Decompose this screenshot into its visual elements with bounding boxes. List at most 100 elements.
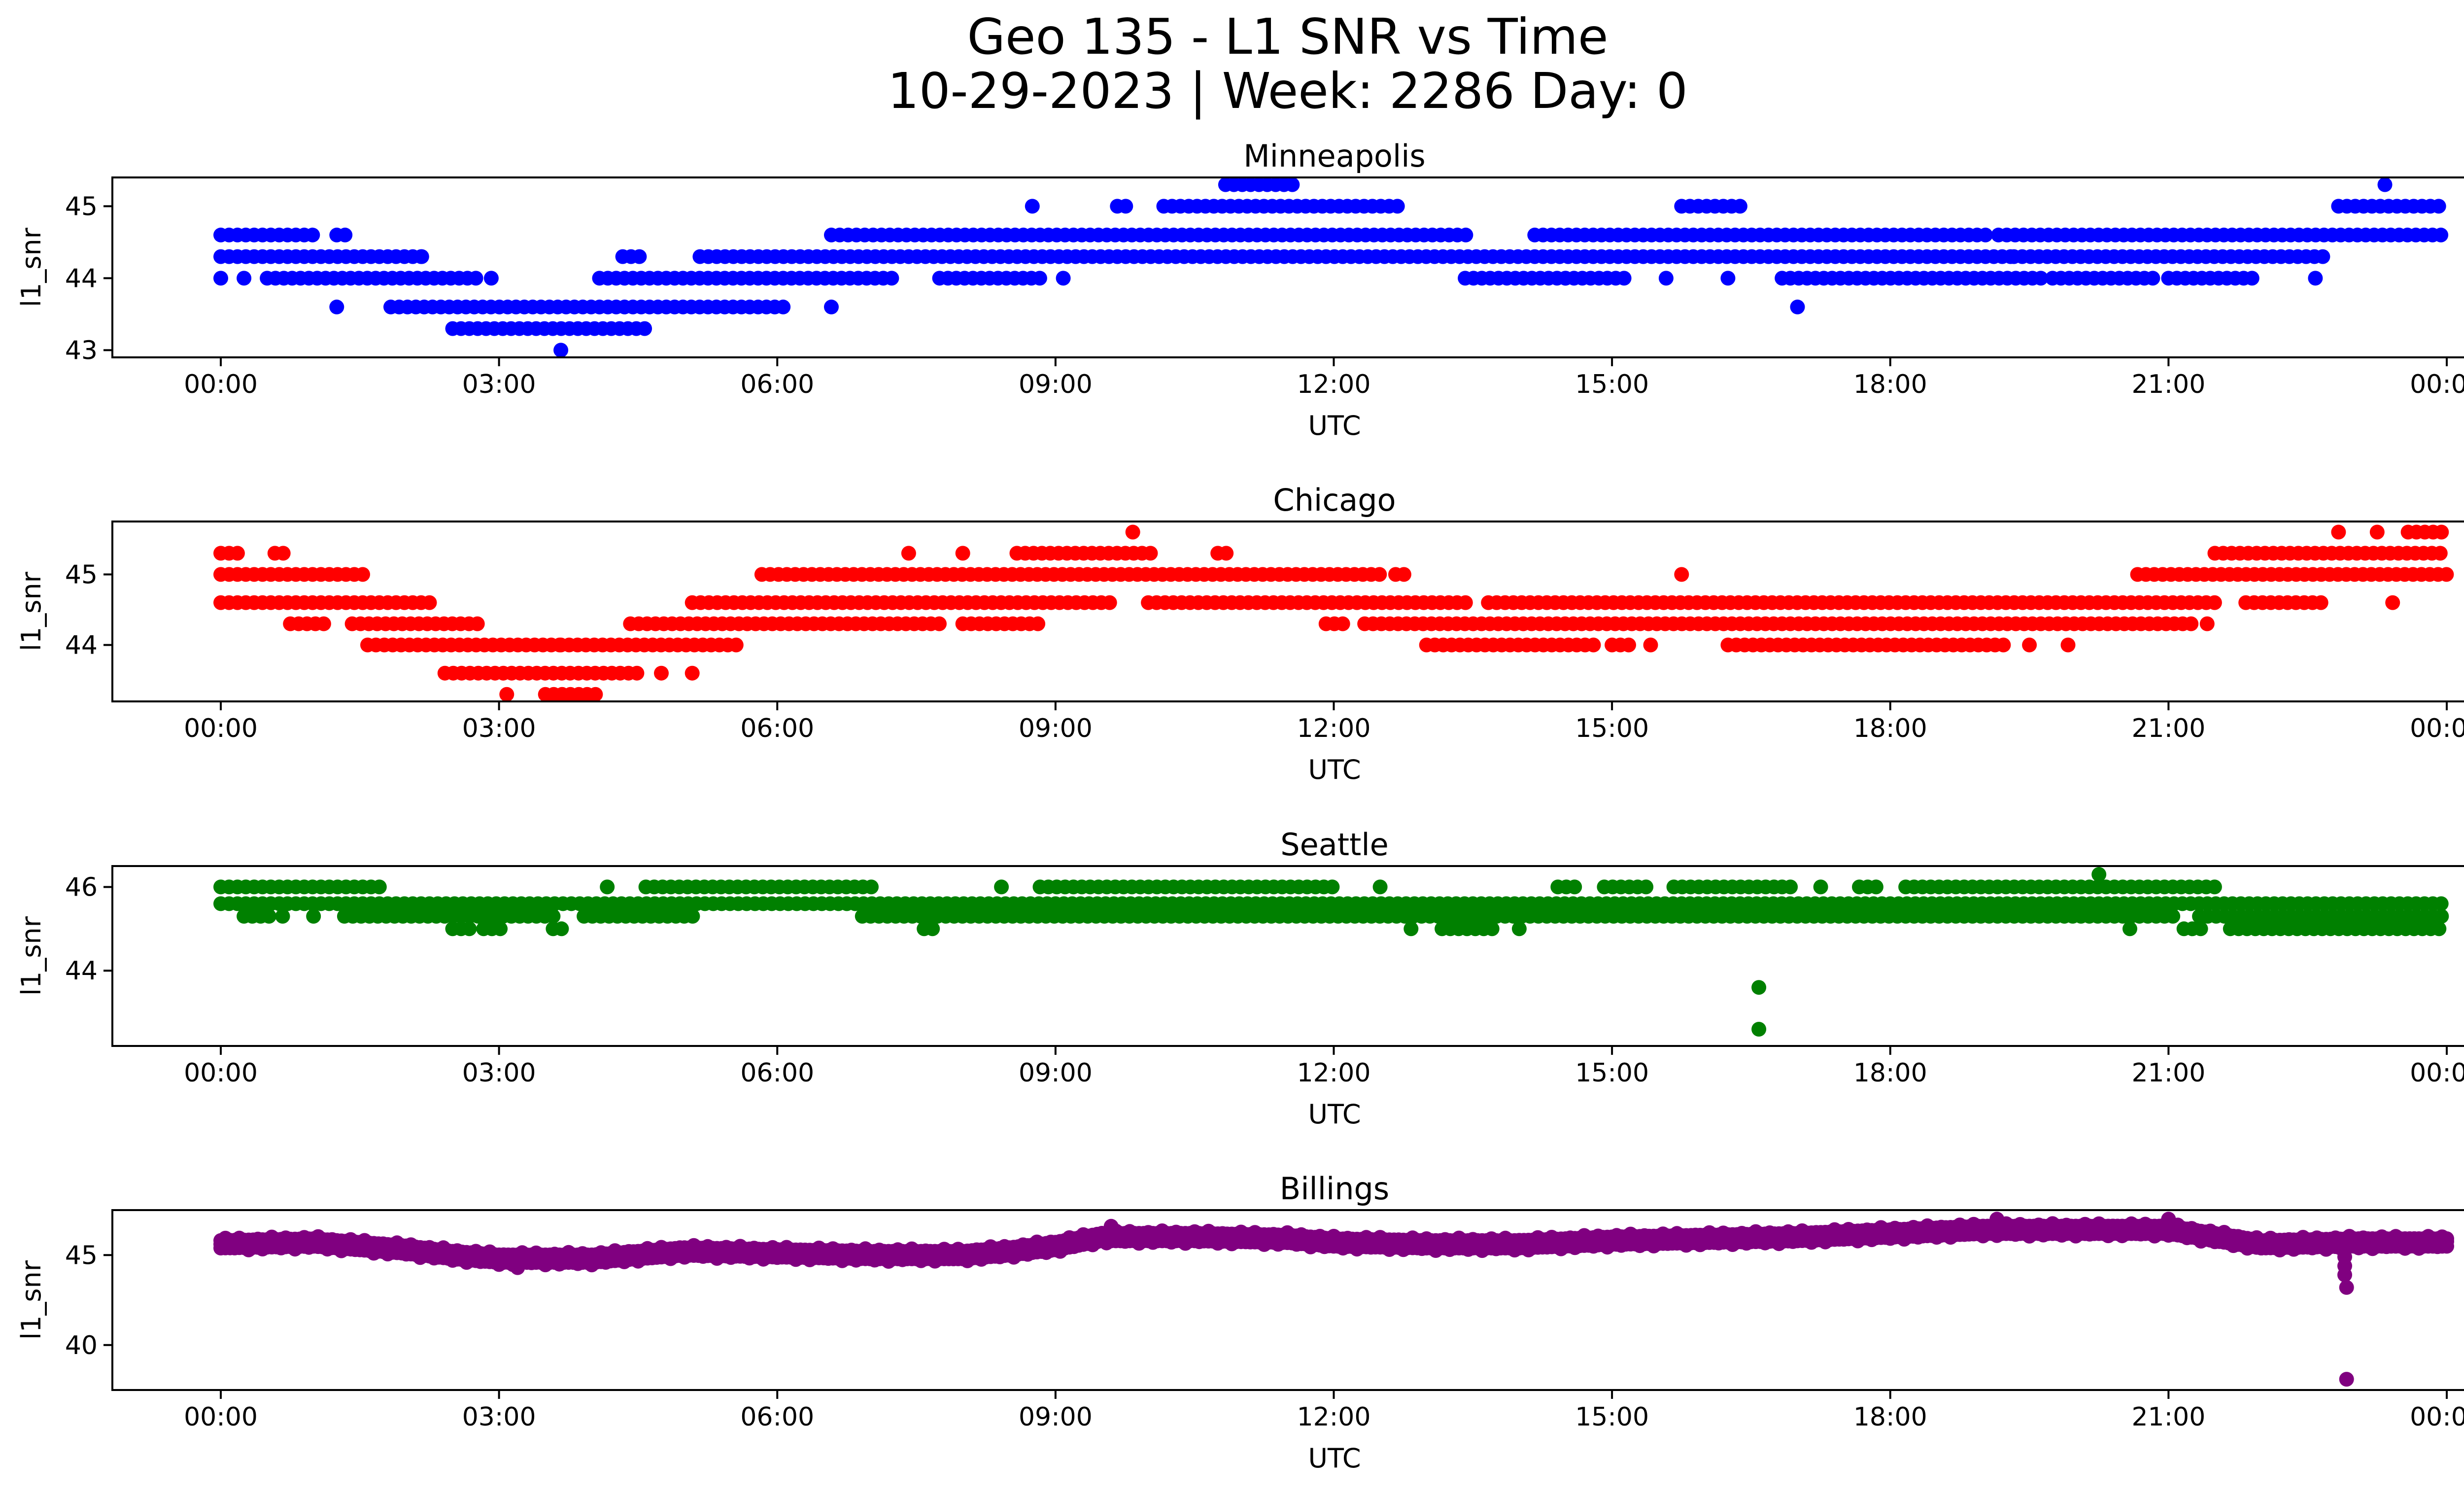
data-point [2165, 908, 2181, 924]
x-tick-label: 00:00 [2410, 1058, 2464, 1088]
x-tick-label: 00:00 [184, 370, 258, 399]
y-axis-label: l1_snr [16, 227, 47, 307]
x-tick-label: 06:00 [740, 1402, 814, 1432]
data-point [629, 665, 645, 681]
x-tick-label: 06:00 [740, 1058, 814, 1088]
data-point [2331, 524, 2346, 540]
data-point [1403, 921, 1419, 937]
data-point [355, 567, 370, 582]
subplot-seattle: Seattle UTC l1_snr 00:00 03:00 06:00 09:00 12:0… [16, 827, 2464, 1130]
data-point [499, 687, 514, 701]
data-point [2431, 921, 2447, 937]
x-tick-label: 12:00 [1297, 370, 1371, 399]
data-point [2433, 896, 2449, 911]
data-point [2145, 271, 2160, 286]
data-point [1996, 637, 2011, 653]
data-point [864, 879, 879, 895]
data-point [932, 616, 947, 631]
data-point [632, 249, 647, 264]
data-point [237, 271, 252, 286]
data-point [2433, 227, 2449, 243]
data-point [1484, 921, 1500, 937]
subplot-title: Minneapolis [1243, 138, 1426, 174]
y-tick-label: 40 [65, 1331, 98, 1360]
data-point [1103, 1218, 1119, 1234]
data-point [1458, 595, 1473, 610]
data-point [2337, 1267, 2352, 1283]
data-point [275, 546, 291, 561]
data-point [1285, 177, 1300, 192]
data-point [2439, 567, 2454, 582]
data-point [2060, 637, 2076, 653]
data-point [1025, 199, 1040, 214]
data-point [316, 616, 331, 631]
x-tick-label: 09:00 [1019, 1058, 1093, 1088]
data-point [1639, 879, 1654, 895]
data-point [994, 879, 1009, 895]
x-tick-label: 18:00 [1853, 1058, 1927, 1088]
data-point [553, 343, 569, 357]
data-point [1511, 921, 1527, 937]
y-axis-label: l1_snr [16, 916, 47, 996]
x-axis-label: UTC [1308, 410, 1361, 441]
data-point [824, 299, 839, 314]
y-tick-label: 44 [65, 630, 98, 660]
x-tick-label: 06:00 [740, 714, 814, 743]
x-axis-label: UTC [1308, 1443, 1361, 1474]
data-point [600, 879, 615, 895]
data-point [470, 616, 485, 631]
data-point [728, 637, 744, 653]
data-point [1335, 616, 1350, 631]
data-point [510, 1260, 525, 1275]
data-point [554, 921, 569, 937]
data-point [1989, 1212, 2005, 1227]
x-tick-label: 03:00 [462, 1058, 536, 1088]
x-tick-label: 00:00 [184, 1058, 258, 1088]
data-point [2161, 1212, 2176, 1227]
data-point [261, 908, 276, 924]
data-point [1783, 879, 1798, 895]
data-point [684, 665, 700, 681]
x-tick-label: 15:00 [1575, 1402, 1649, 1432]
x-tick-label: 12:00 [1297, 1402, 1371, 1432]
data-point [2431, 199, 2446, 214]
data-point [414, 249, 429, 264]
x-tick-label: 00:00 [184, 714, 258, 743]
data-point [776, 299, 791, 314]
data-point [2434, 908, 2449, 924]
data-point [2313, 595, 2328, 610]
x-tick-label: 18:00 [1853, 714, 1927, 743]
data-point [1325, 879, 1340, 895]
data-point [1616, 271, 1632, 286]
data-point [955, 546, 970, 561]
y-tick-label: 45 [65, 192, 98, 221]
x-tick-label: 09:00 [1019, 1402, 1093, 1432]
subplot-chicago: Chicago UTC l1_snr 00:00 03:00 06:00 09:00 12:0… [16, 482, 2464, 785]
data-point [2369, 524, 2385, 540]
x-tick-label: 21:00 [2131, 1402, 2205, 1432]
data-point [2199, 616, 2215, 631]
x-tick-label: 12:00 [1297, 1058, 1371, 1088]
x-tick-label: 09:00 [1019, 370, 1093, 399]
x-tick-label: 00:00 [2410, 370, 2464, 399]
data-point [329, 299, 344, 314]
data-point [1390, 199, 1405, 214]
data-point [1102, 595, 1117, 610]
data-point [2122, 921, 2137, 937]
y-tick-label: 45 [65, 560, 98, 590]
data-point [1674, 567, 1689, 582]
subplot-minneapolis: Minneapolis UTC l1_snr 00:00 03:00 06:00 09:00… [16, 138, 2464, 441]
data-point [1790, 299, 1805, 314]
figure-title-line1: Geo 135 - L1 SNR vs Time [967, 8, 1608, 66]
y-tick-label: 45 [65, 1241, 98, 1270]
x-tick-label: 00:00 [2410, 714, 2464, 743]
data-point [1658, 271, 1674, 286]
data-point [1372, 567, 1387, 582]
data-point [1458, 227, 1473, 243]
data-point [546, 908, 561, 924]
x-tick-label: 15:00 [1575, 714, 1649, 743]
data-point [2022, 637, 2037, 653]
data-point [1732, 199, 1747, 214]
data-point [901, 546, 916, 561]
data-point [493, 921, 508, 937]
